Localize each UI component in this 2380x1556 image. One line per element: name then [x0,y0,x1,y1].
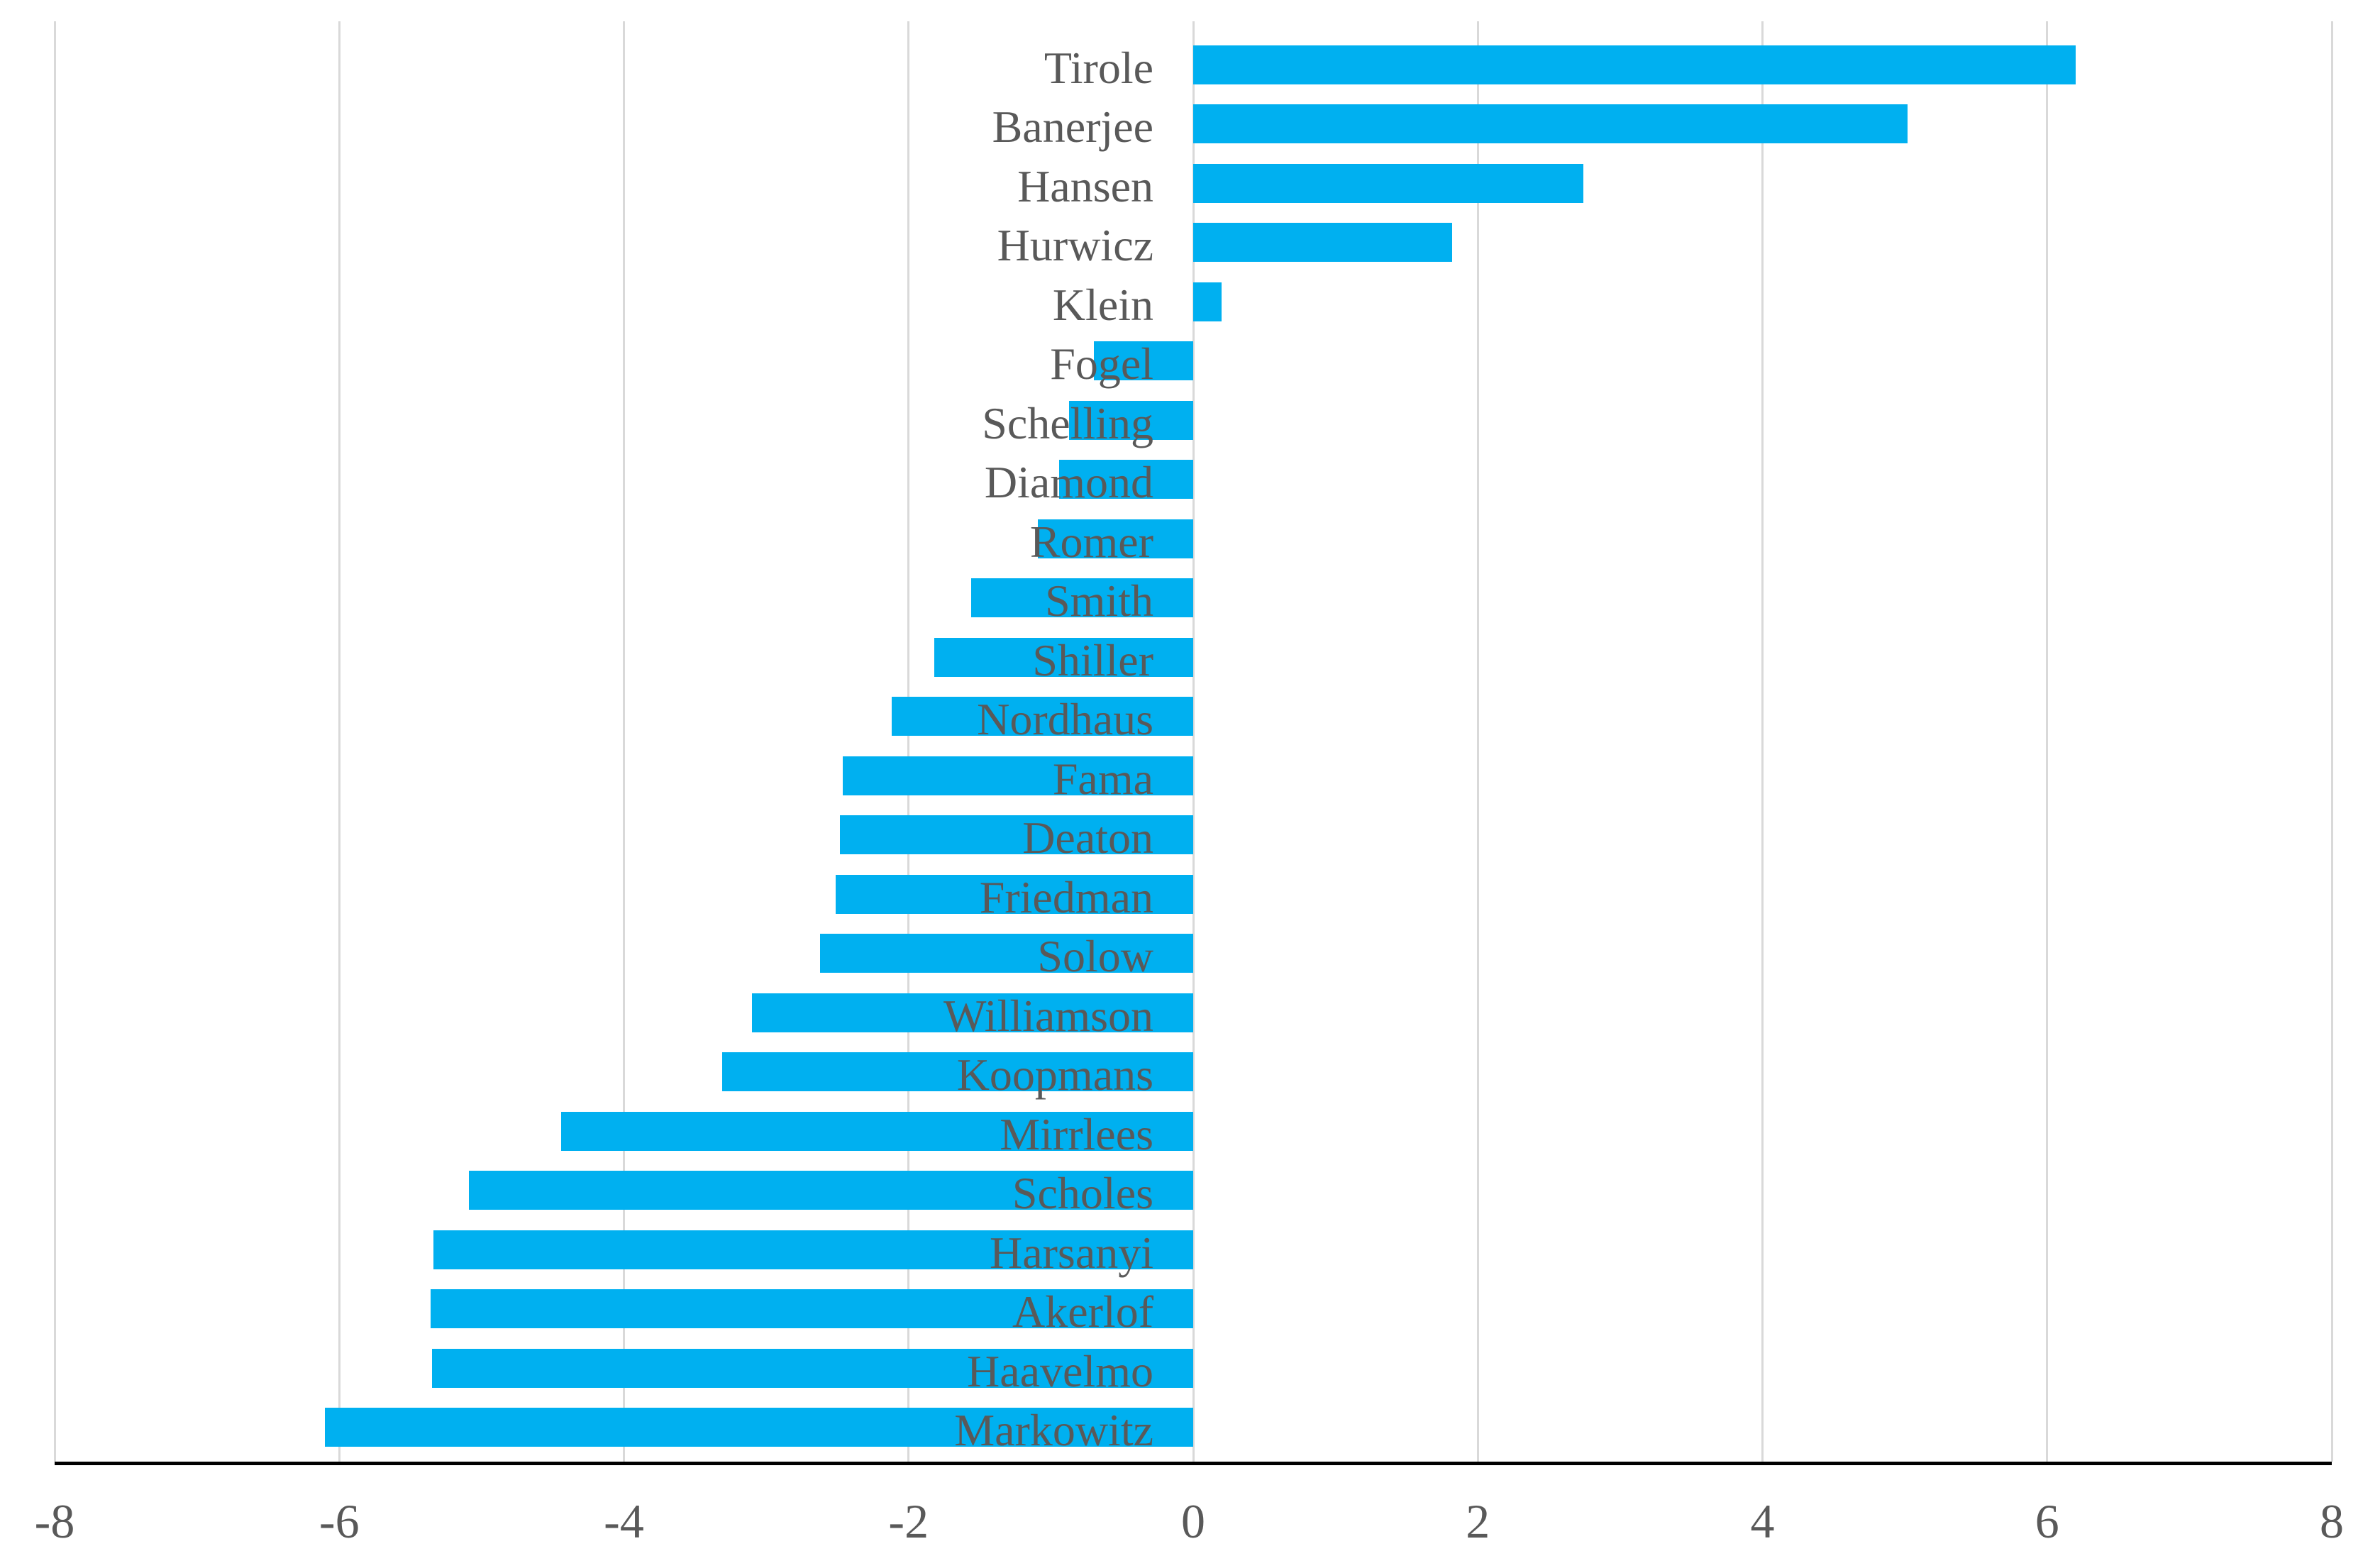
category-label: Williamson [943,990,1153,1041]
bar [1193,282,1222,321]
bar [1193,163,1583,203]
x-axis-line [55,1462,2332,1465]
bar [721,1052,1193,1091]
category-label: Tirole [1044,42,1153,93]
gridline [338,21,341,1462]
category-label: Markowitz [954,1405,1153,1455]
category-label: Hansen [1017,160,1153,211]
category-label: Haavelmo [967,1345,1153,1396]
x-tick-label: -8 [34,1494,75,1548]
gridline [1761,21,1764,1462]
bar [1193,45,2076,84]
bar [1059,460,1193,499]
x-tick-label: 2 [1466,1494,1490,1548]
gridline [1192,21,1195,1462]
category-label: Scholes [1012,1168,1153,1218]
bar [1038,519,1193,558]
x-tick-label: 6 [2035,1494,2059,1548]
category-label: Nordhaus [977,694,1153,744]
category-label: Fogel [1050,338,1153,389]
x-tick-label: -2 [888,1494,929,1548]
bar [820,934,1193,973]
gridline [907,21,910,1462]
category-label: Koopmans [956,1049,1153,1100]
category-label: Shiller [1032,634,1153,685]
bar [1069,400,1193,440]
bar [433,1230,1193,1269]
gridline [2330,21,2333,1462]
category-label: Klein [1052,279,1153,330]
x-tick-label: -6 [319,1494,360,1548]
category-label: Harsanyi [989,1227,1153,1278]
category-label: Diamond [984,457,1153,507]
bar [843,756,1193,795]
bar [836,874,1193,914]
bar [1193,223,1453,262]
category-label: Banerjee [992,101,1153,152]
bar [1093,341,1193,380]
x-tick-label: 8 [2320,1494,2344,1548]
gridline [1476,21,1479,1462]
x-tick-label: 4 [1750,1494,1775,1548]
category-label: Smith [1045,575,1153,626]
bar [752,993,1193,1032]
bar [934,637,1193,677]
category-label: Romer [1029,516,1153,567]
x-tick-label: -4 [604,1494,644,1548]
bar [561,1111,1193,1151]
gridline [2046,21,2049,1462]
category-label: Friedman [979,871,1153,922]
x-tick-label: 0 [1181,1494,1205,1548]
bar [840,815,1193,854]
gridline [623,21,625,1462]
bar [971,578,1193,617]
category-label: Schelling [982,397,1153,448]
bar [468,1171,1193,1210]
category-label: Deaton [1022,812,1153,863]
category-label: Solow [1037,931,1153,981]
bar [325,1408,1193,1447]
bar [431,1348,1193,1388]
category-label: Mirrlees [1000,1108,1153,1159]
bar [1193,104,1908,143]
category-label: Akerlof [1012,1286,1153,1337]
category-label: Fama [1052,753,1153,804]
bar [891,697,1193,736]
category-label: Hurwicz [997,220,1153,270]
gridline [53,21,56,1462]
bar [430,1289,1193,1328]
